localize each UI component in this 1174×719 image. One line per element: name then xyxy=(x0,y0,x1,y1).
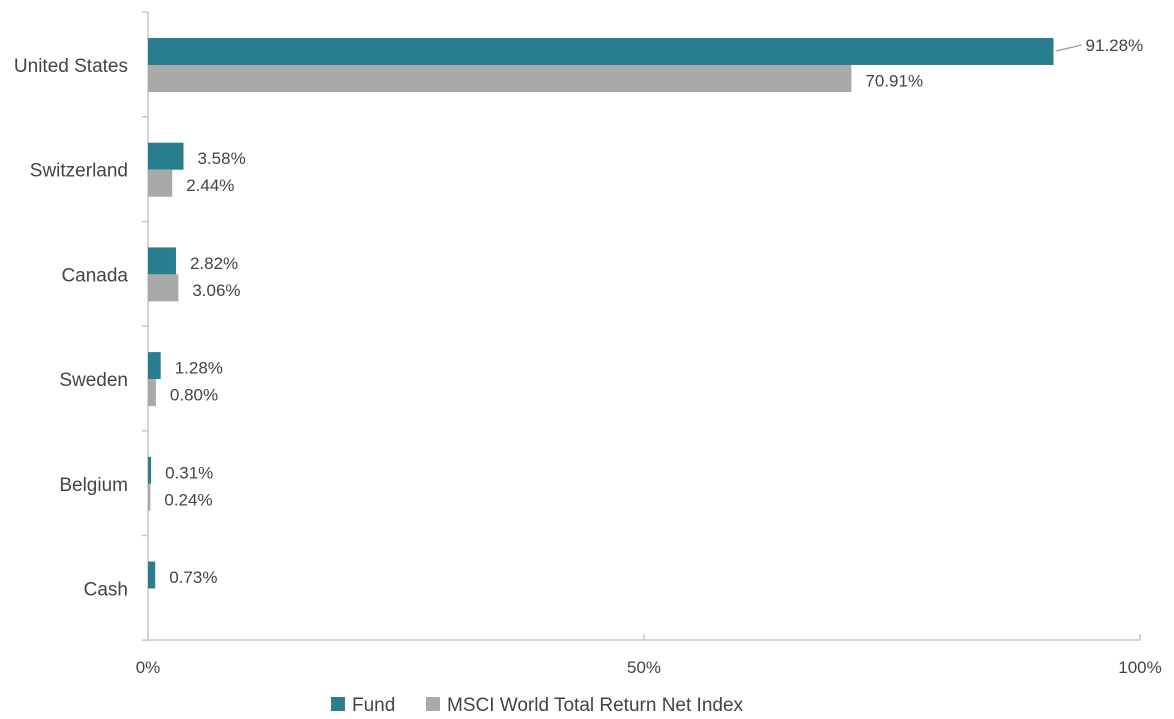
fund-bar xyxy=(148,352,161,380)
fund-bar xyxy=(148,142,184,170)
legend-label-fund: Fund xyxy=(352,695,395,716)
value-label: 0.31% xyxy=(165,463,213,482)
legend-swatch-fund xyxy=(331,697,345,711)
value-label: 70.91% xyxy=(865,72,923,91)
value-label: 3.58% xyxy=(198,149,246,168)
x-tick-label: 100% xyxy=(1118,658,1161,677)
category-label: Cash xyxy=(84,580,128,601)
value-label: 0.80% xyxy=(170,386,218,405)
category-label: Canada xyxy=(61,265,128,286)
legend-label-index: MSCI World Total Return Net Index xyxy=(447,695,744,716)
value-label: 0.24% xyxy=(164,490,212,509)
value-label: 91.28% xyxy=(1085,36,1143,55)
fund-bar xyxy=(148,561,156,589)
value-label: 2.82% xyxy=(190,254,238,273)
labels: United States 91.28% 70.91% Switzerland 3.58… xyxy=(14,36,1143,601)
bars xyxy=(148,38,1054,589)
category-label: Sweden xyxy=(59,370,128,391)
value-label: 3.06% xyxy=(192,281,240,300)
fund-bar xyxy=(148,247,176,275)
legend-swatch-index xyxy=(426,697,440,711)
legend: Fund MSCI World Total Return Net Index xyxy=(331,695,744,716)
index-bar xyxy=(148,379,156,407)
value-label: 1.28% xyxy=(175,359,223,378)
index-bar xyxy=(148,65,852,92)
fund-bar xyxy=(148,456,152,484)
index-bar xyxy=(148,274,179,302)
category-label: Belgium xyxy=(59,475,128,496)
index-bar xyxy=(148,483,151,511)
x-tick-label: 50% xyxy=(627,658,661,677)
fund-bar xyxy=(148,38,1054,65)
category-label: United States xyxy=(14,56,128,77)
x-tick-label: 0% xyxy=(136,658,161,677)
leader-line xyxy=(1055,44,1082,52)
value-label: 0.73% xyxy=(169,568,217,587)
value-label: 2.44% xyxy=(186,176,234,195)
index-bar xyxy=(148,169,173,197)
category-label: Switzerland xyxy=(30,161,128,182)
axes: 0% 50% 100% xyxy=(136,11,1162,677)
